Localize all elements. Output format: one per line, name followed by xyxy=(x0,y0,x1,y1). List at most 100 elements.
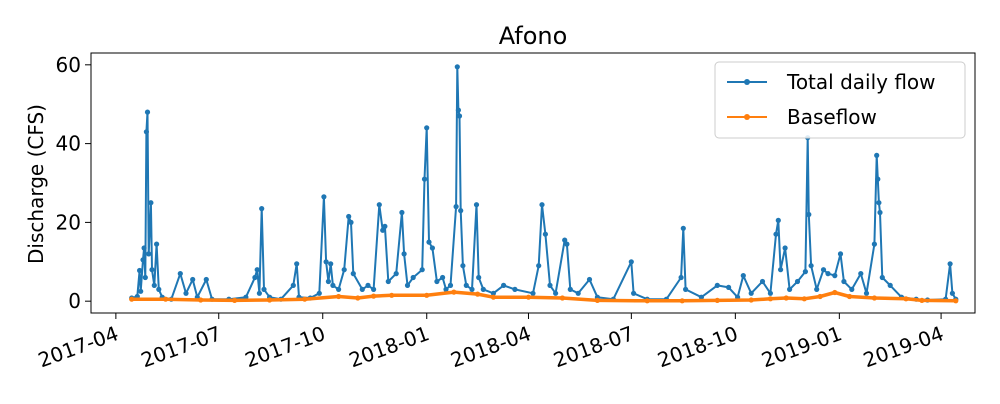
data-point-total-daily-flow xyxy=(874,152,880,158)
data-point-total-daily-flow xyxy=(421,176,428,182)
data-point-total-daily-flow xyxy=(419,267,425,273)
plot-area xyxy=(90,52,976,314)
data-point-total-daily-flow xyxy=(480,286,486,292)
data-point-total-daily-flow xyxy=(371,286,377,292)
data-point-total-daily-flow xyxy=(887,282,893,288)
data-point-total-daily-flow xyxy=(871,241,878,247)
data-point-baseflow xyxy=(525,294,532,300)
data-point-total-daily-flow xyxy=(393,271,399,277)
y-axis-label: Discharge (CFS) xyxy=(24,104,48,264)
data-point-total-daily-flow xyxy=(447,282,454,288)
data-point-total-daily-flow xyxy=(156,286,162,292)
data-point-total-daily-flow xyxy=(151,282,157,288)
data-point-total-daily-flow xyxy=(458,208,464,214)
data-point-total-daily-flow xyxy=(778,267,784,273)
data-point-total-daily-flow xyxy=(814,286,820,292)
data-point-total-daily-flow xyxy=(501,282,507,288)
data-point-baseflow xyxy=(817,293,823,300)
data-point-total-daily-flow xyxy=(376,202,382,208)
data-point-total-daily-flow xyxy=(469,286,475,292)
data-point-total-daily-flow xyxy=(782,245,788,251)
data-point-total-daily-flow xyxy=(530,290,536,296)
data-point-total-daily-flow xyxy=(429,245,435,251)
data-point-total-daily-flow xyxy=(401,251,407,257)
data-point-total-daily-flow xyxy=(849,286,855,292)
series-baseflow xyxy=(129,289,959,304)
legend-label-total-daily-flow: Total daily flow xyxy=(786,70,936,94)
data-point-total-daily-flow xyxy=(808,263,814,269)
data-point-baseflow xyxy=(371,293,377,299)
data-point-total-daily-flow xyxy=(683,286,689,292)
data-point-total-daily-flow xyxy=(775,217,781,223)
data-point-total-daily-flow xyxy=(547,282,553,288)
data-point-total-daily-flow xyxy=(820,267,827,273)
data-point-baseflow xyxy=(714,297,720,303)
data-point-total-daily-flow xyxy=(456,113,463,119)
data-point-total-daily-flow xyxy=(476,274,482,281)
legend-marker-total-daily-flow xyxy=(744,79,750,85)
data-point-total-daily-flow xyxy=(863,290,870,296)
data-point-total-daily-flow xyxy=(294,261,300,267)
data-point-baseflow xyxy=(767,296,774,302)
legend: Total daily flow Baseflow xyxy=(714,61,966,139)
data-point-baseflow xyxy=(163,296,169,302)
data-point-total-daily-flow xyxy=(454,64,460,70)
legend-marker-baseflow xyxy=(744,114,750,120)
data-point-total-daily-flow xyxy=(539,202,545,208)
y-tick-label: 40 xyxy=(56,132,81,156)
data-point-baseflow xyxy=(903,296,909,302)
data-point-total-daily-flow xyxy=(490,290,496,296)
data-point-total-daily-flow xyxy=(678,274,684,281)
data-point-baseflow xyxy=(559,295,566,301)
y-tick-label: 20 xyxy=(56,210,81,234)
data-point-total-daily-flow xyxy=(256,290,262,296)
y-tick-label: 0 xyxy=(68,289,81,313)
data-point-total-daily-flow xyxy=(949,290,956,296)
data-point-total-daily-flow xyxy=(348,219,354,225)
data-point-baseflow xyxy=(302,296,308,302)
data-point-total-daily-flow xyxy=(460,263,466,269)
data-point-baseflow xyxy=(801,296,807,302)
data-point-baseflow xyxy=(267,297,273,303)
data-point-total-daily-flow xyxy=(143,129,149,135)
data-point-total-daily-flow xyxy=(740,273,746,279)
data-point-total-daily-flow xyxy=(259,206,265,212)
legend-label-baseflow: Baseflow xyxy=(787,105,877,129)
data-point-baseflow xyxy=(198,297,204,303)
data-point-total-daily-flow xyxy=(542,231,549,237)
data-point-total-daily-flow xyxy=(714,282,720,288)
data-point-total-daily-flow xyxy=(473,202,480,208)
data-point-total-daily-flow xyxy=(726,284,732,290)
data-point-total-daily-flow xyxy=(346,213,352,220)
y-ticks: 0 20 40 60 xyxy=(56,53,91,313)
data-point-total-daily-flow xyxy=(876,200,882,206)
data-point-total-daily-flow xyxy=(767,290,774,296)
data-point-total-daily-flow xyxy=(140,257,146,263)
data-point-total-daily-flow xyxy=(837,251,844,257)
data-point-total-daily-flow xyxy=(341,267,347,273)
data-point-baseflow xyxy=(846,293,853,300)
data-point-total-daily-flow xyxy=(336,286,342,292)
series-total-daily-flow xyxy=(129,64,959,303)
data-point-baseflow xyxy=(355,295,361,301)
data-point-total-daily-flow xyxy=(365,282,371,288)
data-point-total-daily-flow xyxy=(359,286,365,292)
data-point-baseflow xyxy=(871,295,878,301)
data-point-total-daily-flow xyxy=(380,227,386,233)
data-point-total-daily-flow xyxy=(567,286,573,292)
data-point-total-daily-flow xyxy=(190,276,196,283)
data-point-total-daily-flow xyxy=(947,261,953,267)
data-point-total-daily-flow xyxy=(586,276,593,283)
data-point-total-daily-flow xyxy=(399,209,405,216)
data-point-total-daily-flow xyxy=(177,271,183,277)
data-point-baseflow xyxy=(748,297,754,303)
data-point-total-daily-flow xyxy=(404,282,411,288)
data-point-baseflow xyxy=(919,297,925,303)
data-point-total-daily-flow xyxy=(825,271,831,277)
data-point-total-daily-flow xyxy=(141,245,147,251)
data-point-total-daily-flow xyxy=(325,278,331,285)
data-point-total-daily-flow xyxy=(321,194,327,200)
data-point-total-daily-flow xyxy=(149,267,155,273)
data-point-total-daily-flow xyxy=(290,282,296,288)
data-point-total-daily-flow xyxy=(434,278,440,285)
